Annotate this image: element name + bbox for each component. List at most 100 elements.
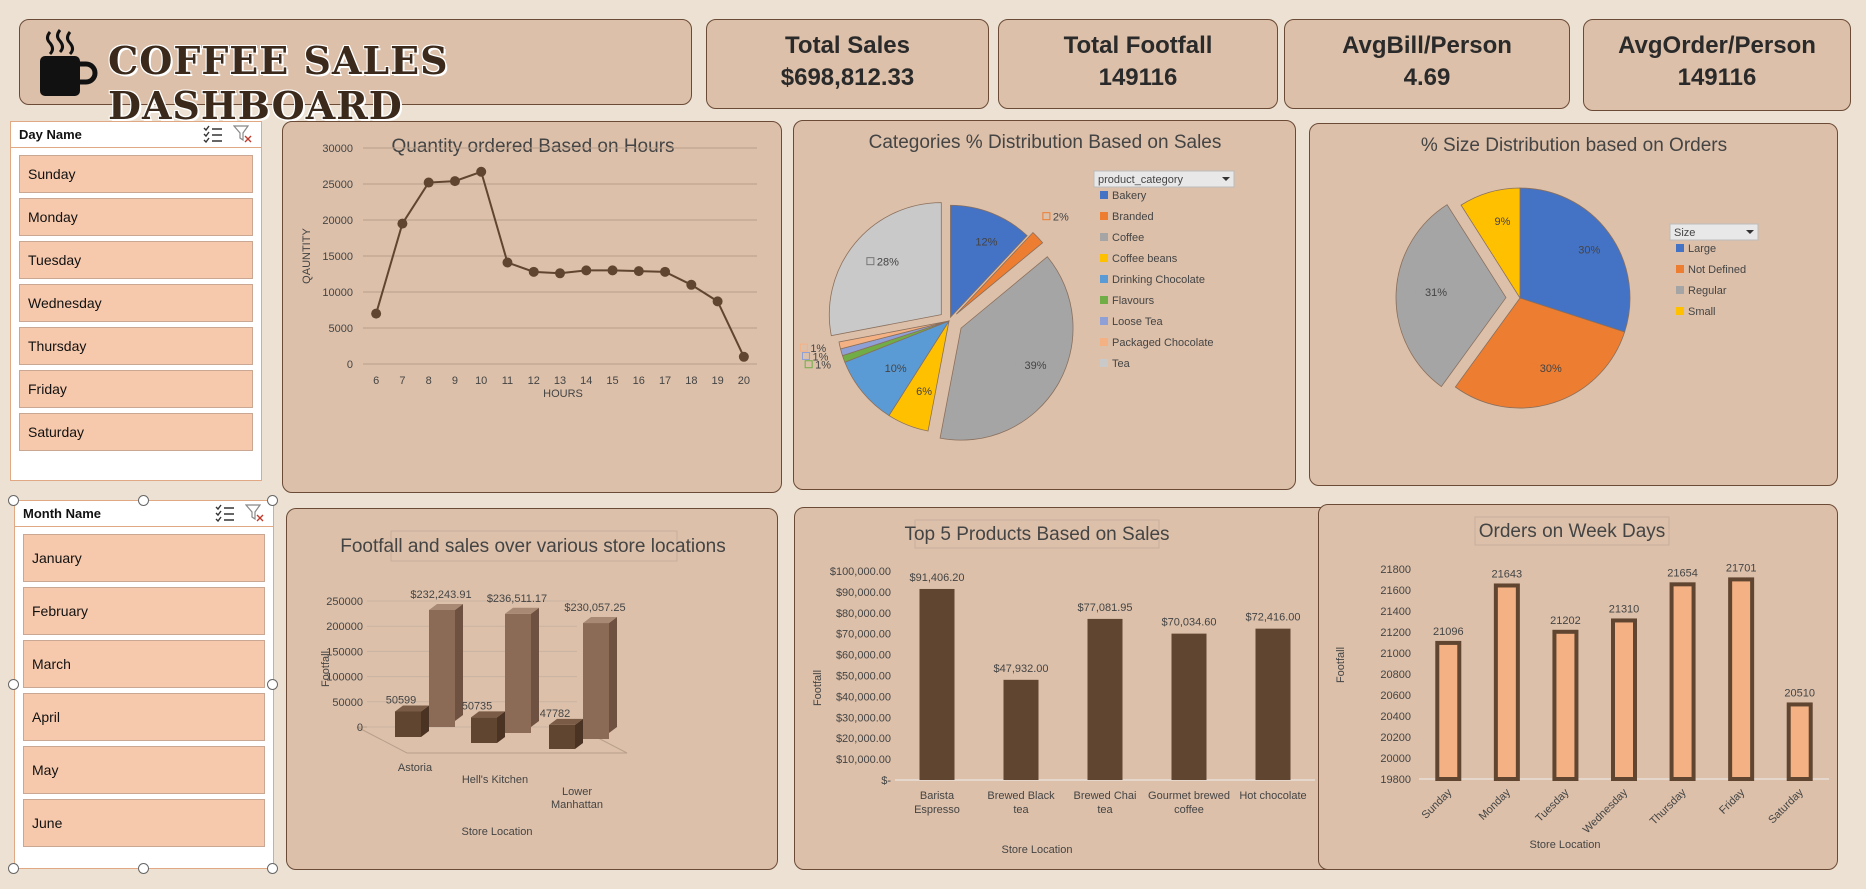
data-point (555, 268, 565, 279)
weekdays-chart-panel: Orders on Week Days 19800 20000 20200 20400 2… (1318, 504, 1838, 870)
data-label: 21202 (1550, 615, 1581, 627)
y-tick-label: $100,000.00 (830, 566, 891, 578)
legend-title: product_category (1098, 174, 1183, 186)
pie-slice (828, 202, 942, 337)
sizes-chart-panel: % Size Distribution based on Orders 30% 30… (1309, 123, 1838, 486)
slicer-item-june[interactable]: June (23, 799, 265, 847)
chart-title: Footfall and sales over various store lo… (340, 536, 725, 557)
x-tick-label: Friday (1717, 786, 1747, 816)
x-axis-label: Store Location (1002, 844, 1073, 856)
bar (1728, 577, 1755, 781)
x-tick-label: 15 (606, 375, 618, 387)
chart-title-box (390, 530, 678, 562)
bar-footfall (471, 717, 497, 743)
legend-label: Coffee (1112, 232, 1144, 244)
products-chart-panel: Top 5 Products Based on Sales $- $10,000.0… (794, 507, 1336, 870)
clear-filter-icon[interactable] (233, 125, 253, 143)
data-label: 21310 (1609, 603, 1640, 615)
bar-footfall (395, 711, 421, 737)
slicer-item-sunday[interactable]: Sunday (19, 155, 253, 193)
x-tick-label: Hot chocolate (1239, 790, 1306, 802)
slicer-item-saturday[interactable]: Saturday (19, 413, 253, 451)
y-tick-label: $30,000.00 (836, 712, 891, 724)
kpi-avg-bill: AvgBill/Person 4.69 (1284, 19, 1570, 109)
slicer-item-february[interactable]: February (23, 587, 265, 635)
slicer-item-monday[interactable]: Monday (19, 198, 253, 236)
resize-handle[interactable] (8, 679, 19, 690)
resize-handle[interactable] (138, 863, 149, 874)
chart-title-box (1474, 516, 1670, 546)
y-tick-label: 20800 (1380, 669, 1411, 681)
bar-footfall-top (395, 705, 429, 712)
x-tick-label: Lower (562, 786, 592, 798)
products-bar-chart: Top 5 Products Based on Sales $- $10,000.0… (812, 519, 1315, 856)
pie-slice (1395, 204, 1507, 388)
chart-title: Categories % Distribution Based on Sales (869, 132, 1222, 153)
data-point (528, 266, 539, 277)
clear-filter-icon[interactable] (245, 504, 265, 522)
x-tick-label: tea (1097, 804, 1113, 816)
legend-swatch (1676, 286, 1684, 294)
kpi-title: AvgBill/Person (1342, 32, 1512, 59)
resize-handle[interactable] (267, 863, 278, 874)
legend-swatch (1100, 254, 1108, 262)
y-tick-label: 21200 (1380, 627, 1411, 639)
bar-sales-top (429, 603, 463, 610)
legend-filter-button (1093, 170, 1235, 188)
data-label: 47782 (540, 708, 571, 720)
slicer-item-tuesday[interactable]: Tuesday (19, 241, 253, 279)
y-tick-label: 20600 (1380, 690, 1411, 702)
data-label: 39% (1025, 360, 1047, 372)
hours-line-chart: Quantity ordered Based on Hours 0 5000 1000… (301, 136, 757, 400)
slicer-header: Month Name (15, 501, 273, 527)
y-tick-label: $90,000.00 (836, 587, 891, 599)
y-tick-label: 20200 (1380, 732, 1411, 744)
pie-slice (955, 231, 1044, 315)
slicer-item-april[interactable]: April (23, 693, 265, 741)
kpi-title: Total Sales (785, 32, 910, 59)
data-label: 10% (885, 363, 907, 375)
resize-handle[interactable] (8, 495, 19, 506)
multi-select-icon[interactable] (203, 125, 223, 143)
data-label-marker (1014, 360, 1023, 369)
kpi-value: 149116 (1677, 64, 1757, 91)
data-label: 1% (810, 343, 826, 355)
legend-label: Large (1688, 243, 1716, 255)
legend-swatch (1100, 359, 1108, 367)
resize-handle[interactable] (267, 495, 278, 506)
y-tick-label: 0 (357, 722, 363, 734)
data-label: 21643 (1492, 568, 1523, 580)
data-label: $230,057.25 (564, 602, 625, 614)
bar-sales (429, 609, 455, 727)
data-label: 50599 (386, 694, 417, 706)
data-label-marker (801, 352, 810, 361)
resize-handle[interactable] (267, 679, 278, 690)
slicer-item-thursday[interactable]: Thursday (19, 327, 253, 365)
series-line (375, 170, 745, 358)
slicer-item-march[interactable]: March (23, 640, 265, 688)
bar (1255, 628, 1291, 780)
x-tick-label: Gourmet brewed (1148, 790, 1230, 802)
y-axis-label: Footfall (812, 670, 824, 706)
data-point (423, 177, 434, 188)
kpi-avg-order: AvgOrder/Person 149116 (1583, 19, 1851, 111)
x-tick-label: 17 (659, 375, 671, 387)
slicer-item-january[interactable]: January (23, 534, 265, 582)
legend-label: Branded (1112, 211, 1154, 223)
bar-footfall-side (421, 705, 429, 737)
y-tick-label: $80,000.00 (836, 608, 891, 620)
data-label: $47,932.00 (993, 663, 1048, 675)
bar (1669, 582, 1696, 781)
slicer-item-may[interactable]: May (23, 746, 265, 794)
resize-handle[interactable] (138, 495, 149, 506)
slicer-item-friday[interactable]: Friday (19, 370, 253, 408)
y-tick-label: 250000 (326, 596, 363, 608)
x-tick-label: 8 (426, 375, 432, 387)
slicer-item-wednesday[interactable]: Wednesday (19, 284, 253, 322)
x-tick-label: Brewed Chai (1074, 790, 1137, 802)
x-tick-label: Astoria (398, 762, 433, 774)
multi-select-icon[interactable] (215, 504, 235, 522)
legend-swatch (1100, 212, 1108, 220)
resize-handle[interactable] (8, 863, 19, 874)
data-label: 21096 (1433, 626, 1464, 638)
